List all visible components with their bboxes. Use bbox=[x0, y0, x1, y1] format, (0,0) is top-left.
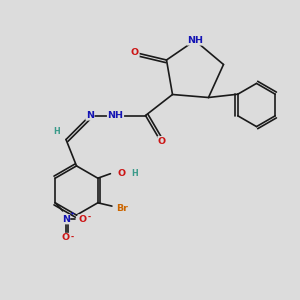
Text: Br: Br bbox=[116, 204, 128, 213]
Text: O: O bbox=[131, 48, 139, 57]
Text: -: - bbox=[88, 213, 91, 222]
Text: O: O bbox=[118, 169, 126, 178]
Text: NH: NH bbox=[187, 36, 203, 45]
Text: O: O bbox=[158, 136, 166, 146]
Text: O: O bbox=[78, 215, 86, 224]
Text: H: H bbox=[53, 128, 60, 136]
Text: N: N bbox=[86, 111, 94, 120]
Text: O: O bbox=[61, 233, 70, 242]
Text: -: - bbox=[71, 233, 74, 242]
Text: H: H bbox=[131, 169, 138, 178]
Text: +: + bbox=[70, 212, 75, 216]
Text: NH: NH bbox=[107, 111, 124, 120]
Text: N: N bbox=[62, 215, 70, 224]
